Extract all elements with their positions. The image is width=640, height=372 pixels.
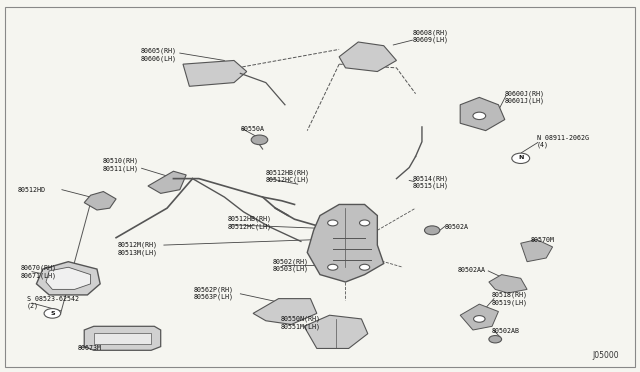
Polygon shape [36,262,100,295]
Text: 80673M: 80673M [78,345,102,351]
Circle shape [474,315,485,322]
Circle shape [328,264,338,270]
Text: 80512M(RH)
80513M(LH): 80512M(RH) 80513M(LH) [118,242,157,256]
Text: 80502AA: 80502AA [458,267,486,273]
Polygon shape [521,240,552,262]
Circle shape [489,336,502,343]
Text: 80562P(RH)
80563P(LH): 80562P(RH) 80563P(LH) [194,286,234,300]
Text: 80502A: 80502A [444,224,468,230]
Text: N 08911-2062G
(4): N 08911-2062G (4) [537,135,589,148]
Circle shape [360,220,370,226]
Polygon shape [84,192,116,210]
Text: 80670(RH)
80671(LH): 80670(RH) 80671(LH) [20,264,56,279]
Circle shape [328,220,338,226]
Text: 80608(RH)
80609(LH): 80608(RH) 80609(LH) [412,29,449,44]
Text: S: S [50,311,54,315]
Polygon shape [46,267,91,289]
Text: 80512HB(RH)
80512HC(LH): 80512HB(RH) 80512HC(LH) [228,216,271,230]
Text: 80502AB: 80502AB [492,328,520,334]
Text: 80550A: 80550A [241,126,264,132]
Circle shape [44,309,61,318]
Polygon shape [339,42,396,71]
Polygon shape [183,61,246,86]
Text: 80502(RH)
80503(LH): 80502(RH) 80503(LH) [272,259,308,272]
Polygon shape [148,171,186,193]
Text: 80510(RH)
80511(LH): 80510(RH) 80511(LH) [102,158,138,171]
Text: S 08523-62542
(2): S 08523-62542 (2) [27,296,79,309]
Text: 80570M: 80570M [531,237,554,243]
Circle shape [360,264,370,270]
Text: 80512HD: 80512HD [18,187,46,193]
Polygon shape [94,333,151,344]
Polygon shape [307,205,384,282]
Text: 80605(RH)
80606(LH): 80605(RH) 80606(LH) [141,48,177,62]
Circle shape [251,135,268,145]
Polygon shape [84,326,161,350]
Polygon shape [304,315,368,349]
Text: 80600J(RH)
80601J(LH): 80600J(RH) 80601J(LH) [505,90,545,105]
Text: 80514(RH)
80515(LH): 80514(RH) 80515(LH) [412,175,449,189]
Text: 80512HB(RH)
80512HC(LH): 80512HB(RH) 80512HC(LH) [266,169,310,183]
Text: 80518(RH)
80519(LH): 80518(RH) 80519(LH) [492,292,528,306]
Circle shape [512,153,530,163]
Polygon shape [489,275,527,293]
Text: J05000: J05000 [593,350,620,359]
Polygon shape [253,299,317,324]
Text: 80550N(RH)
80551M(LH): 80550N(RH) 80551M(LH) [281,315,321,330]
Text: N: N [518,155,524,160]
Polygon shape [460,97,505,131]
Circle shape [473,112,486,119]
Circle shape [424,226,440,235]
Polygon shape [460,304,499,330]
